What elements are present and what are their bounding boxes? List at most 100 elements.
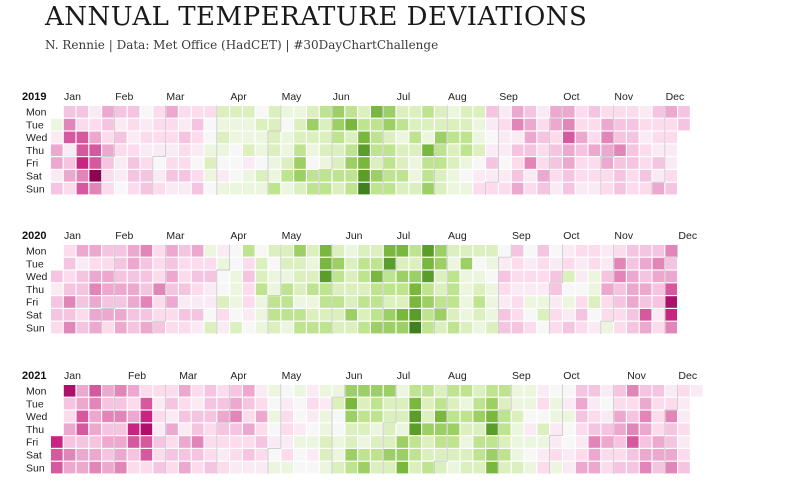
day-cell [115, 157, 127, 169]
day-cell [51, 182, 63, 195]
day-cell [486, 144, 498, 156]
day-cell [153, 436, 165, 448]
day-cell [268, 144, 281, 156]
day-cell [511, 106, 524, 118]
month-label: Feb [115, 230, 133, 242]
day-cell [204, 131, 217, 144]
day-cell [243, 245, 255, 257]
day-cell [115, 461, 127, 474]
day-cell [383, 170, 396, 182]
day-cell [76, 106, 89, 118]
day-cell [166, 436, 178, 448]
day-cell [102, 309, 114, 321]
day-cell [358, 118, 370, 131]
month-label: Aug [448, 91, 467, 103]
day-cell [396, 461, 409, 474]
day-cell [255, 245, 268, 257]
day-cell [614, 270, 626, 283]
day-cell [166, 283, 178, 295]
day-cell [127, 321, 140, 334]
month-separator [101, 105, 115, 195]
day-cell [639, 270, 652, 283]
day-cell [63, 397, 76, 410]
day-cell [563, 131, 575, 144]
day-cell [230, 106, 242, 118]
day-cell [166, 131, 178, 144]
day-cell [230, 436, 242, 448]
day-cell [191, 270, 204, 283]
day-cell [499, 309, 511, 321]
day-cell [614, 131, 626, 144]
day-cell [140, 410, 153, 423]
day-cell [422, 436, 434, 448]
day-cell [76, 157, 89, 169]
day-cell [524, 144, 537, 156]
day-cell [268, 170, 281, 182]
day-cell [127, 182, 140, 195]
day-cell [460, 170, 473, 182]
day-cell [102, 106, 114, 118]
day-cell [383, 461, 396, 474]
day-cell [563, 157, 575, 169]
day-cell [396, 245, 409, 257]
day-cell [396, 397, 409, 410]
day-cell [614, 144, 626, 156]
day-cell [345, 321, 357, 334]
day-cell [371, 410, 383, 423]
day-cell [627, 157, 639, 169]
day-cell [435, 283, 447, 295]
day-cell [460, 436, 473, 448]
day-cell [319, 410, 332, 423]
day-cell [460, 257, 473, 270]
day-cell [243, 423, 255, 435]
day-cell [243, 397, 255, 410]
day-cell [639, 423, 652, 435]
day-cell [115, 283, 127, 295]
day-cell [601, 449, 613, 461]
day-cell [255, 170, 268, 182]
day-cell [371, 461, 383, 474]
month-separator [331, 384, 346, 474]
day-cell [243, 257, 255, 270]
month-separator [216, 244, 231, 334]
day-cell [652, 461, 665, 474]
day-cell [639, 144, 652, 156]
day-cell [473, 118, 485, 131]
day-cell [127, 144, 140, 156]
day-cell [332, 270, 345, 283]
month-label: Dec [678, 370, 697, 382]
day-cell [652, 270, 665, 283]
day-cell [550, 257, 562, 270]
day-cell [460, 106, 473, 118]
day-cell [166, 257, 178, 270]
day-cell [255, 157, 268, 169]
day-cell [179, 296, 191, 308]
day-cell [486, 321, 498, 334]
day-cell [204, 106, 217, 118]
day-cell [371, 423, 383, 435]
day-cell [358, 410, 370, 423]
day-cell [179, 131, 191, 144]
day-cell [63, 321, 76, 334]
month-label: Jan [64, 91, 81, 103]
day-cell [294, 106, 306, 118]
day-cell [627, 118, 639, 131]
day-cell [563, 106, 575, 118]
day-cell [473, 106, 485, 118]
day-cell [307, 436, 319, 448]
day-cell [435, 410, 447, 423]
day-cell [601, 270, 613, 283]
day-cell [281, 270, 293, 283]
day-cell [281, 106, 293, 118]
day-cell [153, 397, 165, 410]
day-cell [89, 397, 101, 410]
day-cell [204, 182, 217, 195]
day-cell [127, 157, 140, 169]
day-cell [486, 296, 498, 308]
day-cell [524, 423, 537, 435]
day-cell [473, 410, 485, 423]
day-cell [627, 449, 639, 461]
day-cell [383, 283, 396, 295]
day-cell [307, 182, 319, 195]
day-cell [345, 257, 357, 270]
